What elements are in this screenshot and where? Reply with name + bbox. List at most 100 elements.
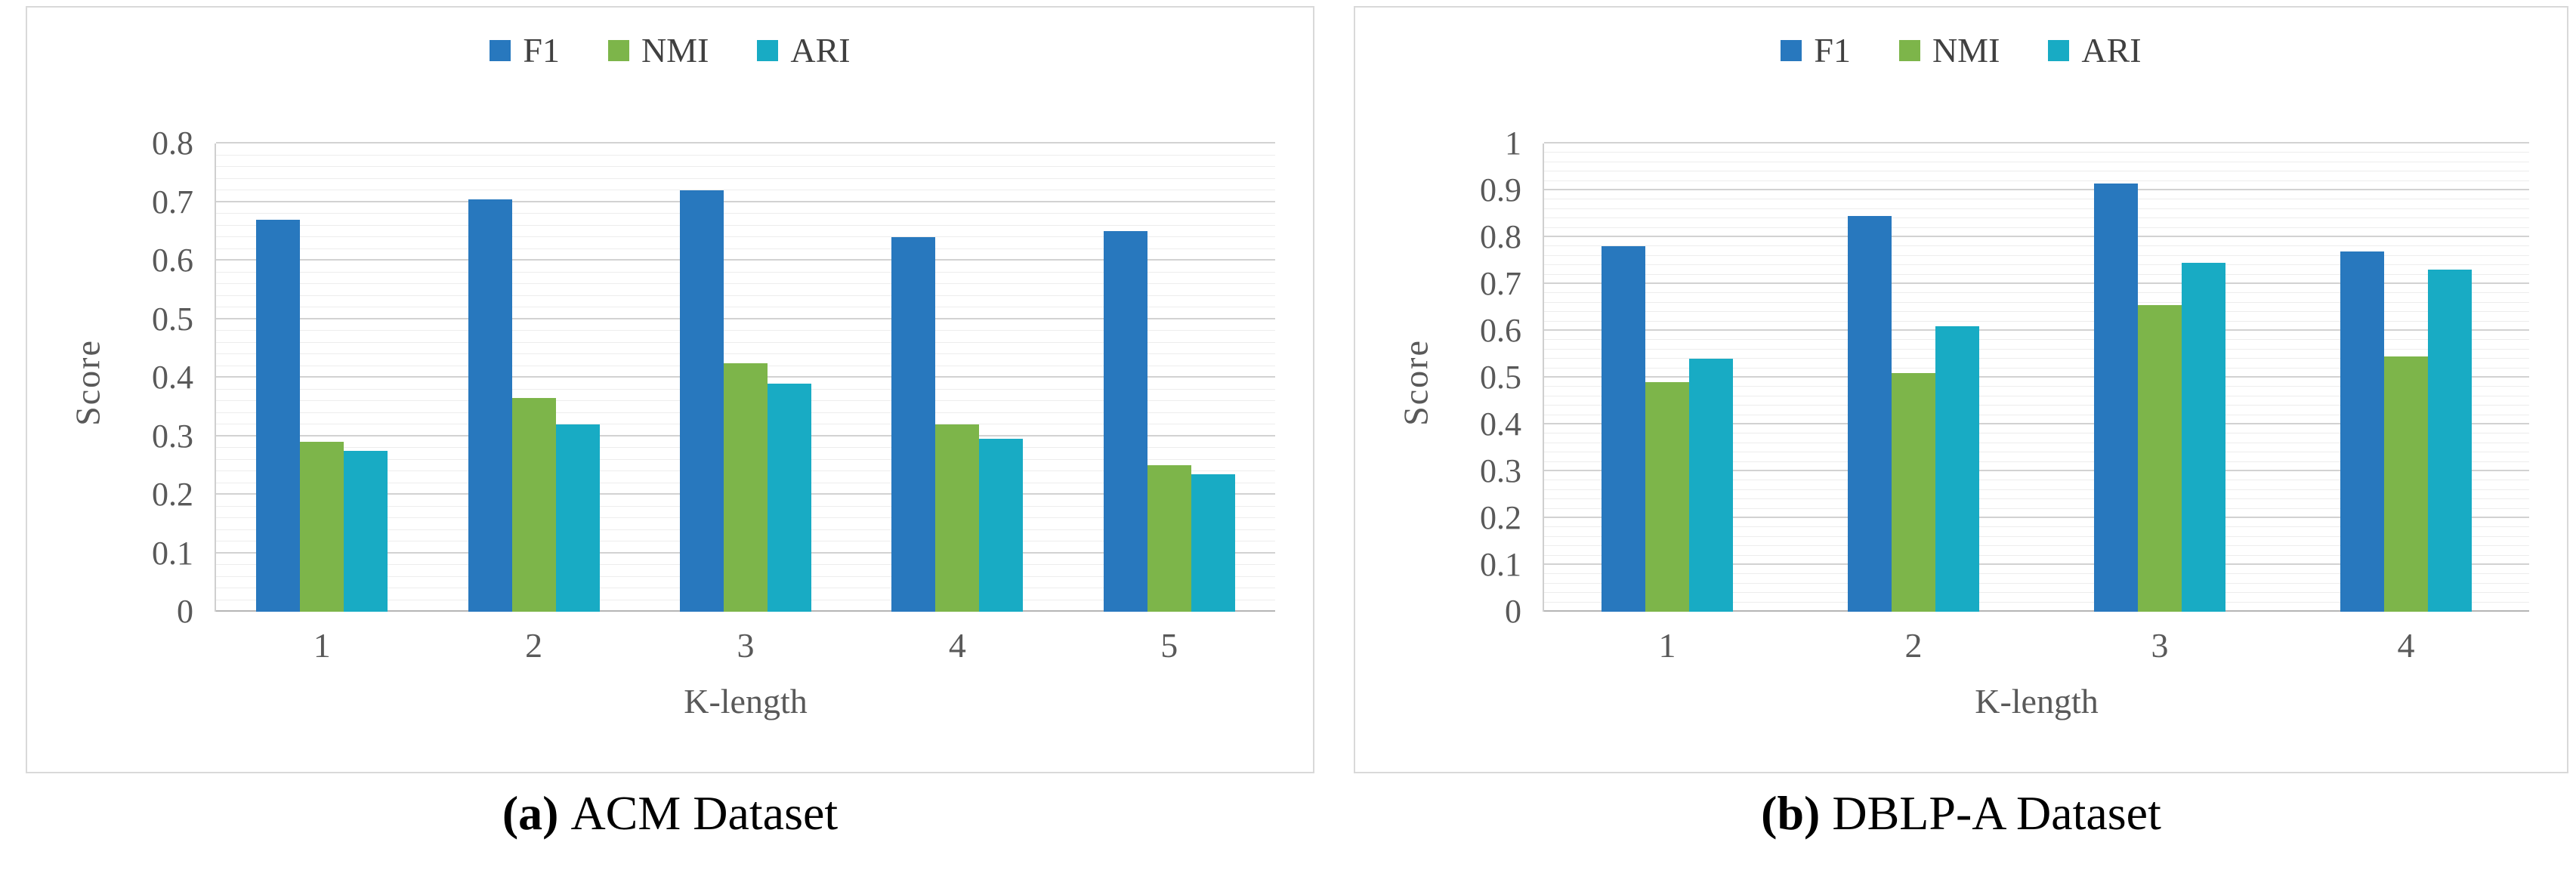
chart-panel-dblp: F1 NMI ARI Score 0 0.1 0.2 0.3 0.4 0.5 0.6 0.7 0.8… [1354,6,2568,773]
gridline-major-0.1 [1544,563,2529,565]
y-tick-0.6: 0.6 [1480,312,1521,349]
gridline-minor-0.14 [1544,545,2529,547]
legend-item-ari: ARI [757,33,851,68]
y-tick-0.1: 0.1 [1480,546,1521,583]
bar-nmi-k3 [2138,304,2182,612]
x-tick-1: 1 [1658,626,1676,665]
y-tick-0.4: 0.4 [152,359,193,396]
gridline-minor-0.66 [216,224,1275,226]
y-tick-0.5: 0.5 [1480,359,1521,396]
y-axis-line [215,143,216,612]
bar-group-k1 [216,143,428,612]
bar-ari-k3 [767,383,811,612]
gridline-minor-0.06 [1544,582,2529,584]
gridline-major-0 [1544,610,2529,612]
gridline-minor-0.56 [1544,348,2529,350]
legend-label: F1 [523,31,560,69]
bar-nmi-k4 [2384,356,2428,612]
gridline-minor-0.66 [1544,301,2529,303]
bar-group-k1 [1544,143,1790,612]
gridline-major-0.7 [1544,282,2529,284]
bar-group-k5 [1064,143,1275,612]
gridline-major-1 [1544,142,2529,143]
gridline-major-0.9 [1544,189,2529,190]
plot-area: 0 0.1 0.2 0.3 0.4 0.5 0.6 0.7 0.8 0.9 1 1 2 3 4 [1480,127,2529,663]
bar-ari-k2 [555,424,600,612]
y-tick-0.5: 0.5 [152,300,193,338]
y-tick-0.8: 0.8 [1480,218,1521,255]
y-tick-1: 1 [1505,125,1521,162]
x-tick-1: 1 [313,626,331,665]
gridline-minor-0.62 [1544,320,2529,322]
bar-nmi-k2 [511,398,556,612]
gridline-minor-0.72 [1544,273,2529,275]
y-tick-0.7: 0.7 [1480,265,1521,302]
gridline-minor-0.98 [1544,152,2529,153]
y-tick-0.2: 0.2 [152,476,193,513]
legend: F1 NMI ARI [27,33,1313,68]
gridline-minor-0.16 [1544,535,2529,537]
x-axis-title: K-length [684,682,808,720]
y-tick-0.6: 0.6 [152,242,193,279]
gridline-major-0.7 [216,200,1275,202]
gridline-major-0.5 [216,317,1275,319]
legend-label: ARI [2081,31,2142,69]
gridline-major-0.8 [216,142,1275,143]
gridline-minor-0.22 [1544,508,2529,509]
chart-panel-acm: F1 NMI ARI Score 0 0.1 0.2 0.3 0.4 0.5 0.6 0.7 0.8… [26,6,1314,773]
bar-nmi-k1 [300,442,344,612]
gridline-minor-0.54 [216,295,1275,296]
legend-swatch-f1-icon [1781,40,1802,61]
legend: F1 NMI ARI [1355,33,2567,68]
y-tick-0: 0 [1505,593,1521,630]
bar-f1-k5 [1103,231,1147,612]
bar-ari-k1 [1689,359,1733,612]
gridline-minor-0.64 [1544,311,2529,313]
legend-swatch-nmi-icon [1898,40,1920,61]
legend-item-f1: F1 [1781,33,1851,68]
gridline-major-0.6 [216,259,1275,261]
gridline-minor-0.56 [216,283,1275,284]
bar-group-k2 [428,143,639,612]
legend-swatch-nmi-icon [607,40,629,61]
x-tick-5: 5 [1160,626,1178,665]
legend-label: F1 [1814,31,1851,69]
gridline-minor-0.92 [1544,180,2529,181]
gridline-minor-0.68 [216,213,1275,214]
gridline-minor-0.62 [216,248,1275,249]
bar-f1-k3 [2094,183,2138,612]
legend-swatch-ari-icon [757,40,779,61]
gridline-minor-0.78 [1544,245,2529,247]
y-tick-0.3: 0.3 [152,417,193,455]
gridline-minor-0.86 [1544,208,2529,209]
gridline-minor-0.48 [1544,386,2529,387]
caption-a: (a) ACM Dataset [26,786,1314,840]
bar-ari-k5 [1191,474,1235,612]
x-tick-4: 4 [948,626,966,665]
gridline-minor-0.78 [216,154,1275,156]
bar-ari-k4 [979,439,1024,612]
x-tick-3: 3 [2151,626,2169,665]
bar-group-k3 [640,143,851,612]
gridline-major-0.4 [1544,423,2529,424]
gridline-minor-0.54 [1544,358,2529,359]
gridline-minor-0.18 [1544,526,2529,528]
bar-ari-k4 [2428,270,2472,612]
x-tick-3: 3 [737,626,755,665]
gridline-minor-0.12 [1544,554,2529,556]
y-tick-0: 0 [177,593,193,630]
caption-text: DBLP-A Dataset [1832,786,2161,840]
gridline-minor-0.44 [1544,405,2529,406]
gridline-major-0.6 [1544,329,2529,331]
x-tick-2: 2 [525,626,543,665]
gridline-minor-0.48 [216,330,1275,331]
gridline-minor-0.58 [1544,339,2529,341]
y-tick-0.3: 0.3 [1480,452,1521,489]
legend-item-ari: ARI [2048,31,2142,69]
gridline-major-0.2 [1544,517,2529,518]
gridline-minor-0.26 [1544,489,2529,490]
bar-group-k2 [1790,143,2037,612]
plot-area: 0 0.1 0.2 0.3 0.4 0.5 0.6 0.7 0.8 1 2 3 4 5 [152,127,1275,663]
gridline-minor-0.74 [1544,264,2529,266]
